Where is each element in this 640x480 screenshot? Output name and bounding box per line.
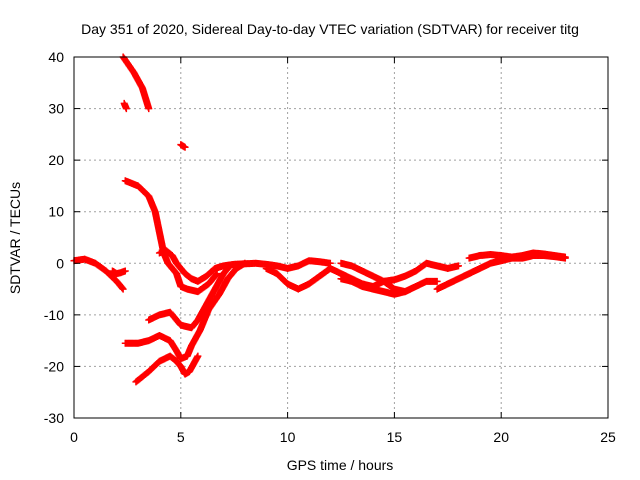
y-tick-label: 30 xyxy=(48,101,64,117)
data-point xyxy=(145,105,153,113)
data-point xyxy=(226,262,234,270)
data-point xyxy=(121,267,129,275)
x-tick-label: 20 xyxy=(493,429,509,445)
data-point xyxy=(181,143,189,151)
data-point xyxy=(122,105,130,113)
x-tick-label: 15 xyxy=(387,429,403,445)
chart-title: Day 351 of 2020, Sidereal Day-to-day VTE… xyxy=(81,21,579,37)
data-point xyxy=(119,285,127,293)
series-arc-m xyxy=(337,275,420,298)
series-arc-a xyxy=(70,255,127,293)
data-points xyxy=(70,53,569,386)
series-arc-h xyxy=(145,262,234,332)
series-arc-d xyxy=(120,99,130,113)
y-tick-label: 40 xyxy=(48,49,64,65)
series-arc-i xyxy=(121,259,249,363)
plot-frame xyxy=(73,56,609,419)
series-arc-b xyxy=(108,267,129,278)
y-tick-label: -20 xyxy=(44,358,64,374)
y-tick-label: 20 xyxy=(48,152,64,168)
x-tick-label: 5 xyxy=(177,429,185,445)
series-arc-o xyxy=(465,249,569,262)
y-axis-label: SDTVAR / TECUs xyxy=(7,182,23,294)
axis-ticks: 0 5 10 15 20 25 -30 -20 -10 0 10 20 30 40 xyxy=(44,49,616,445)
data-point xyxy=(454,262,462,270)
series-arc-l xyxy=(337,259,462,285)
series-arc-j xyxy=(132,352,202,386)
data-point xyxy=(412,282,420,290)
x-tick-label: 25 xyxy=(600,429,616,445)
x-axis-label: GPS time / hours xyxy=(287,457,394,473)
y-tick-label: -30 xyxy=(44,410,64,426)
y-tick-label: 0 xyxy=(56,255,64,271)
data-point xyxy=(433,277,441,285)
x-tick-label: 10 xyxy=(280,429,296,445)
y-tick-label: -10 xyxy=(44,307,64,323)
data-point xyxy=(241,259,249,267)
y-tick-label: 10 xyxy=(48,204,64,220)
x-tick-label: 0 xyxy=(70,429,78,445)
data-point xyxy=(194,352,202,360)
series-arc-e xyxy=(177,141,189,151)
data-point xyxy=(561,253,569,261)
